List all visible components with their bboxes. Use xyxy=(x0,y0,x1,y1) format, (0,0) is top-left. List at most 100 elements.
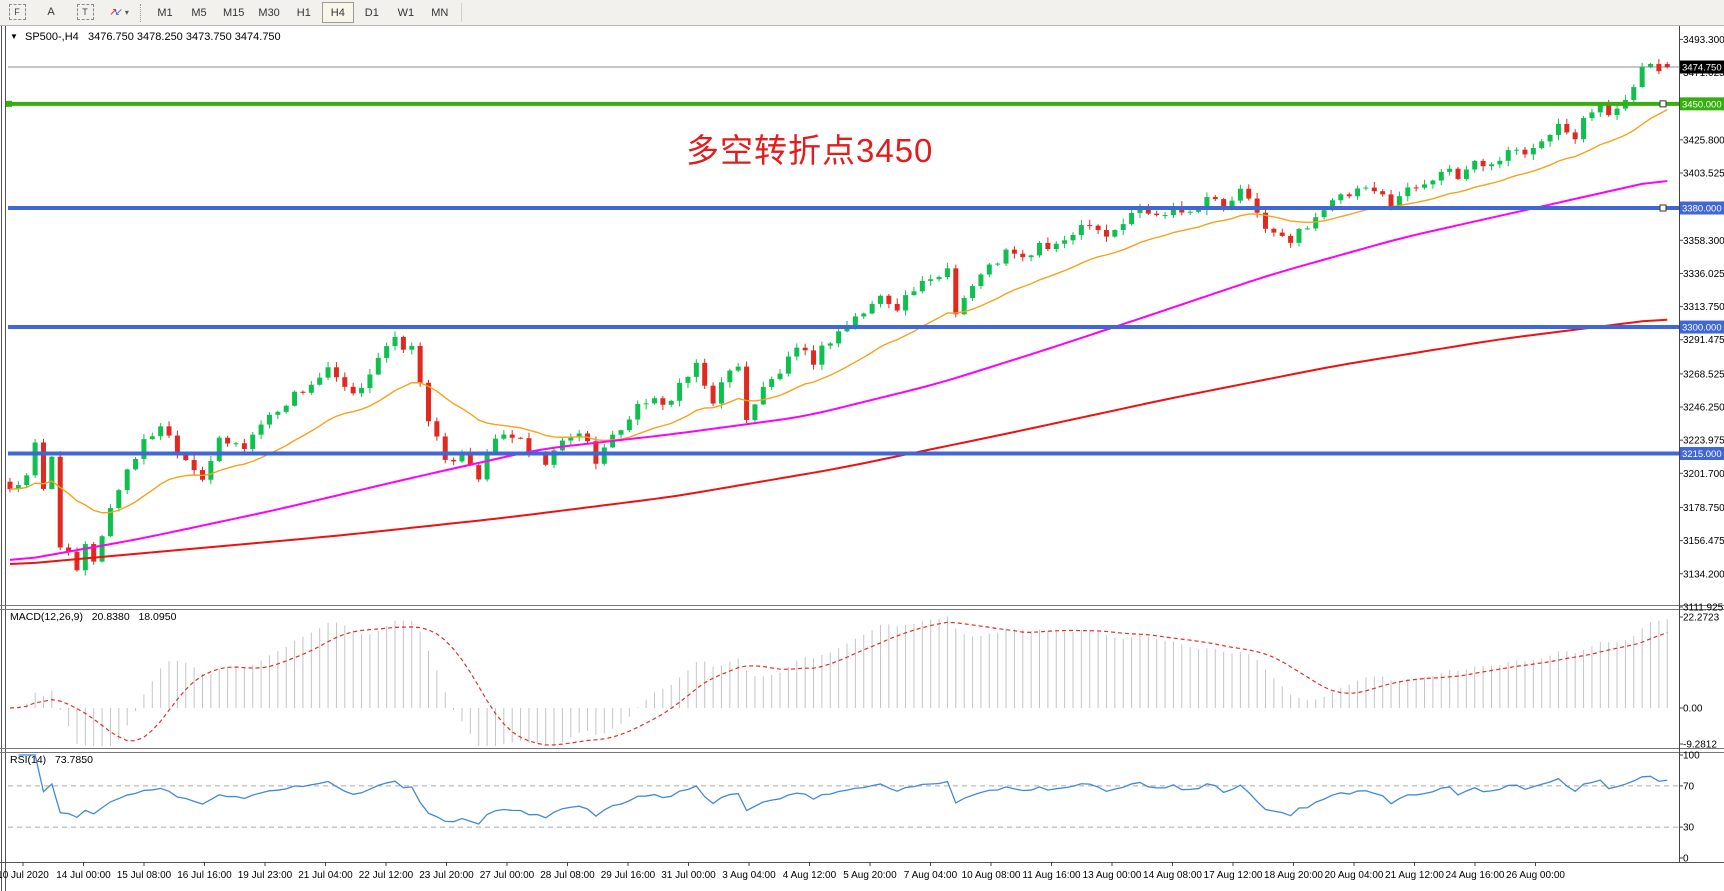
timeframe-button-d1[interactable]: D1 xyxy=(364,6,379,19)
arrow-tools-dropdown-caret[interactable]: ▾ xyxy=(124,8,129,18)
price-tick-label: 3336.025 xyxy=(1683,269,1724,280)
object-tools-group: F A T ↗ ↙ ▾ xyxy=(0,2,136,24)
chart-ohlc-values: 3476.750 3478.250 3473.750 3474.750 xyxy=(87,31,281,43)
timeframe-button-mn[interactable]: MN xyxy=(431,6,449,19)
time-label: 19 Jul 23:00 xyxy=(238,870,293,881)
time-label: 14 Aug 08:00 xyxy=(1143,870,1202,881)
rsi-value: 73.7850 xyxy=(54,754,93,766)
rsi-axis-label: 100 xyxy=(1683,751,1700,762)
price-tick-label: 3246.250 xyxy=(1683,403,1724,414)
macd-name: MACD(12,26,9) xyxy=(10,611,83,623)
macd-signal-value: 18.0950 xyxy=(138,611,177,623)
macd-indicator-label: MACD(12,26,9) 20.8380 18.0950 xyxy=(10,611,176,623)
price-tick-label: 3134.200 xyxy=(1683,569,1724,580)
line-level-badge-label: 3380.000 xyxy=(1682,204,1722,215)
price-tick-label: 3111.925 xyxy=(1683,602,1724,613)
line-level-badge-label: 3215.000 xyxy=(1682,449,1722,460)
timeframe-button-h1[interactable]: H1 xyxy=(296,6,311,19)
time-label: 3 Aug 04:00 xyxy=(722,870,776,881)
time-label: 7 Aug 04:00 xyxy=(904,870,958,881)
pivot-line-right-handle[interactable] xyxy=(1659,100,1667,108)
pivot-line-left-handle[interactable] xyxy=(6,100,12,107)
time-label: 28 Jul 08:00 xyxy=(540,870,595,881)
price-tick-label: 3291.475 xyxy=(1683,335,1724,346)
rsi-indicator-label: RSI(14) 73.7850 xyxy=(10,754,93,766)
pivot-annotation-text[interactable]: 多空转折点3450 xyxy=(686,132,934,169)
toolbar-grip xyxy=(140,3,144,22)
time-label: 11 Aug 16:00 xyxy=(1022,870,1081,881)
timeframe-button-h4[interactable]: H4 xyxy=(321,2,354,23)
support-line-right-handle[interactable] xyxy=(1659,204,1667,212)
price-tick-label: 3156.475 xyxy=(1683,536,1724,547)
timeframe-button-m30[interactable]: M30 xyxy=(258,6,280,19)
line-level-badge-label: 3450.000 xyxy=(1682,99,1722,110)
time-label: 10 Jul 2020 xyxy=(0,870,49,881)
timeframe-group: M1 M5 M15 M30 H1 H4 D1 W1 MN xyxy=(148,2,457,23)
time-label: 18 Aug 20:00 xyxy=(1264,870,1323,881)
time-label: 13 Aug 00:00 xyxy=(1083,870,1142,881)
time-label: 10 Aug 08:00 xyxy=(962,870,1021,881)
arrow-tools-icon[interactable]: ↗ ↙ ▾ xyxy=(109,7,129,19)
timeframe-button-w1[interactable]: W1 xyxy=(397,6,415,19)
time-label: 14 Jul 00:00 xyxy=(56,870,111,881)
time-label: 21 Jul 04:00 xyxy=(298,870,353,881)
macd-axis-label: -9.2812 xyxy=(1683,740,1717,751)
price-tick-label: 3223.975 xyxy=(1683,436,1724,447)
time-label: 17 Aug 12:00 xyxy=(1204,870,1263,881)
macd-axis-label: 0.00 xyxy=(1683,704,1703,715)
chart-frame xyxy=(0,25,1724,891)
chart-title: ▼ SP500-,H4 3476.750 3478.250 3473.750 3… xyxy=(10,31,281,43)
macd-axis-label: 22.2723 xyxy=(1683,613,1720,624)
time-label: 27 Jul 00:00 xyxy=(480,870,535,881)
line-level-badge xyxy=(1680,447,1724,461)
price-tick-label: 3178.750 xyxy=(1683,503,1724,514)
time-label: 31 Jul 00:00 xyxy=(661,870,716,881)
current-price-badge-label: 3474.750 xyxy=(1682,63,1722,74)
properties-icon[interactable]: F xyxy=(1,2,33,23)
price-tick-label: 3403.525 xyxy=(1683,168,1724,179)
timeframe-button-m1[interactable]: M1 xyxy=(157,6,173,19)
price-tick-label: 3268.525 xyxy=(1683,369,1724,380)
time-label: 5 Aug 20:00 xyxy=(843,870,897,881)
time-axis[interactable]: 10 Jul 2020 14 Jul 00:00 15 Jul 08:00 16 Ju… xyxy=(0,862,1565,881)
time-label: 4 Aug 12:00 xyxy=(783,870,837,881)
text-tool-icon[interactable]: T xyxy=(69,2,101,23)
label-tool-icon[interactable]: A xyxy=(47,6,55,19)
line-level-badge xyxy=(1680,97,1724,111)
timeframe-button-m15[interactable]: M15 xyxy=(223,6,245,19)
current-price-badge xyxy=(1680,60,1724,74)
collapse-triangle-icon[interactable]: ▼ xyxy=(10,32,18,41)
line-level-badge-label: 3300.000 xyxy=(1682,323,1722,334)
rsi-axis-label: 0 xyxy=(1683,854,1689,865)
price-tick-label: 3425.800 xyxy=(1683,135,1724,146)
price-tick-label: 3313.750 xyxy=(1683,302,1724,313)
timeframe-button-m5[interactable]: M5 xyxy=(191,6,207,19)
time-label: 23 Jul 20:00 xyxy=(419,870,474,881)
time-label: 20 Aug 04:00 xyxy=(1325,870,1384,881)
main-toolbar: F A T ↗ ↙ ▾ M1 M5 M15 M30 H1 H4 D1 W1 MN xyxy=(0,0,1724,26)
time-label: 22 Jul 12:00 xyxy=(359,870,414,881)
price-axis[interactable]: 3493.300 3471.025 3425.800 3403.525 3358.300… xyxy=(1679,35,1724,613)
rsi-axis-label: 30 xyxy=(1683,823,1695,834)
rsi-name: RSI(14) xyxy=(10,754,47,766)
slow-ma-line xyxy=(9,318,1668,565)
time-label: 29 Jul 16:00 xyxy=(601,870,656,881)
macd-main-value: 20.8380 xyxy=(91,611,130,623)
line-level-badge xyxy=(1680,201,1724,215)
time-label: 24 Aug 16:00 xyxy=(1446,870,1505,881)
chart-symbol-label: SP500-,H4 xyxy=(24,31,79,43)
macd-pane: 22.2723 0.00 -9.2812 xyxy=(9,613,1720,751)
price-tick-label: 3358.300 xyxy=(1683,236,1724,247)
price-tick-label: 3471.025 xyxy=(1683,68,1724,79)
rsi-axis-label: 70 xyxy=(1683,781,1695,792)
time-label: 16 Jul 16:00 xyxy=(177,870,232,881)
line-level-badge xyxy=(1680,320,1724,334)
price-tick-label: 3201.700 xyxy=(1683,469,1724,480)
time-label: 21 Aug 12:00 xyxy=(1385,870,1444,881)
time-label: 15 Jul 08:00 xyxy=(117,870,172,881)
price-tick-label: 3493.300 xyxy=(1683,35,1724,46)
mid-ma-line xyxy=(9,180,1668,561)
rsi-line xyxy=(18,754,1668,825)
